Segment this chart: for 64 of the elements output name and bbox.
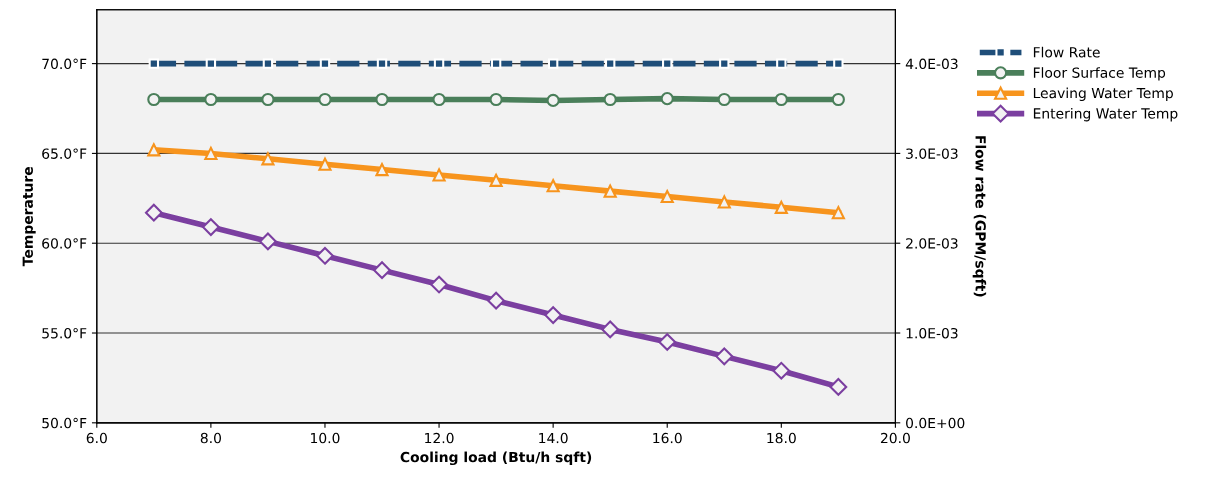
y-tick-label: 70.0°F bbox=[42, 58, 87, 70]
y2-tick-label: 0.0E+00 bbox=[906, 417, 965, 429]
x-tick-label: 10.0 bbox=[311, 432, 340, 444]
point bbox=[204, 92, 218, 107]
point bbox=[373, 261, 391, 280]
y-axis-title: Temperature bbox=[22, 166, 36, 267]
y2-tick-label: 4.0E-03 bbox=[905, 58, 958, 70]
point bbox=[430, 275, 448, 294]
x-tick-label: 18.0 bbox=[767, 432, 796, 444]
point bbox=[204, 146, 218, 160]
point bbox=[432, 92, 446, 107]
point bbox=[546, 93, 560, 108]
point bbox=[831, 92, 845, 107]
point bbox=[318, 157, 332, 171]
point bbox=[147, 143, 161, 157]
y-tick-label: 55.0°F bbox=[42, 327, 87, 339]
legend-label: Floor Surface Temp bbox=[1033, 67, 1166, 81]
point bbox=[316, 246, 334, 265]
point bbox=[487, 291, 505, 310]
point bbox=[147, 92, 161, 107]
point bbox=[660, 92, 674, 106]
point bbox=[774, 92, 788, 107]
x-tick-label: 20.0 bbox=[880, 432, 910, 444]
y-tick-label: 65.0°F bbox=[42, 148, 87, 159]
point bbox=[772, 361, 791, 380]
point bbox=[603, 184, 617, 198]
y2-tick-label: 2.0E-03 bbox=[906, 238, 958, 249]
point bbox=[544, 306, 563, 324]
y2-tick-label: 1.0E-03 bbox=[906, 327, 958, 339]
point bbox=[375, 92, 389, 107]
point bbox=[318, 92, 332, 107]
point bbox=[144, 203, 163, 222]
y-tick-label: 50.0°F bbox=[42, 417, 87, 429]
legend-label: Entering Water Temp bbox=[1033, 107, 1178, 122]
x-tick-label: 6.0 bbox=[86, 432, 107, 444]
point bbox=[829, 378, 848, 396]
point bbox=[375, 162, 389, 177]
y2-tick-label: 3.0E-03 bbox=[906, 148, 958, 159]
point bbox=[432, 168, 446, 182]
point bbox=[660, 189, 674, 204]
point bbox=[261, 152, 275, 166]
point bbox=[546, 179, 560, 193]
point bbox=[717, 195, 731, 209]
y2-axis-title: Flow rate (GPM/sqft) bbox=[972, 136, 987, 297]
point bbox=[715, 347, 734, 366]
point bbox=[658, 333, 677, 351]
point bbox=[261, 92, 275, 107]
point bbox=[831, 206, 845, 220]
point bbox=[489, 92, 503, 107]
point bbox=[603, 92, 617, 107]
point bbox=[259, 232, 277, 251]
point bbox=[201, 218, 220, 236]
x-tick-label: 14.0 bbox=[539, 432, 568, 444]
point bbox=[774, 200, 788, 214]
legend-label: Flow Rate bbox=[1033, 46, 1100, 58]
x-tick-label: 8.0 bbox=[200, 432, 222, 444]
point bbox=[489, 173, 503, 187]
point bbox=[601, 320, 620, 339]
y-tick-label: 60.0°F bbox=[42, 238, 87, 249]
point bbox=[717, 92, 731, 107]
x-axis-title: Cooling load (Btu/h sqft) bbox=[400, 451, 592, 466]
x-tick-label: 16.0 bbox=[653, 432, 682, 444]
legend-label: Leaving Water Temp bbox=[1033, 87, 1173, 101]
x-tick-label: 12.0 bbox=[425, 432, 454, 444]
